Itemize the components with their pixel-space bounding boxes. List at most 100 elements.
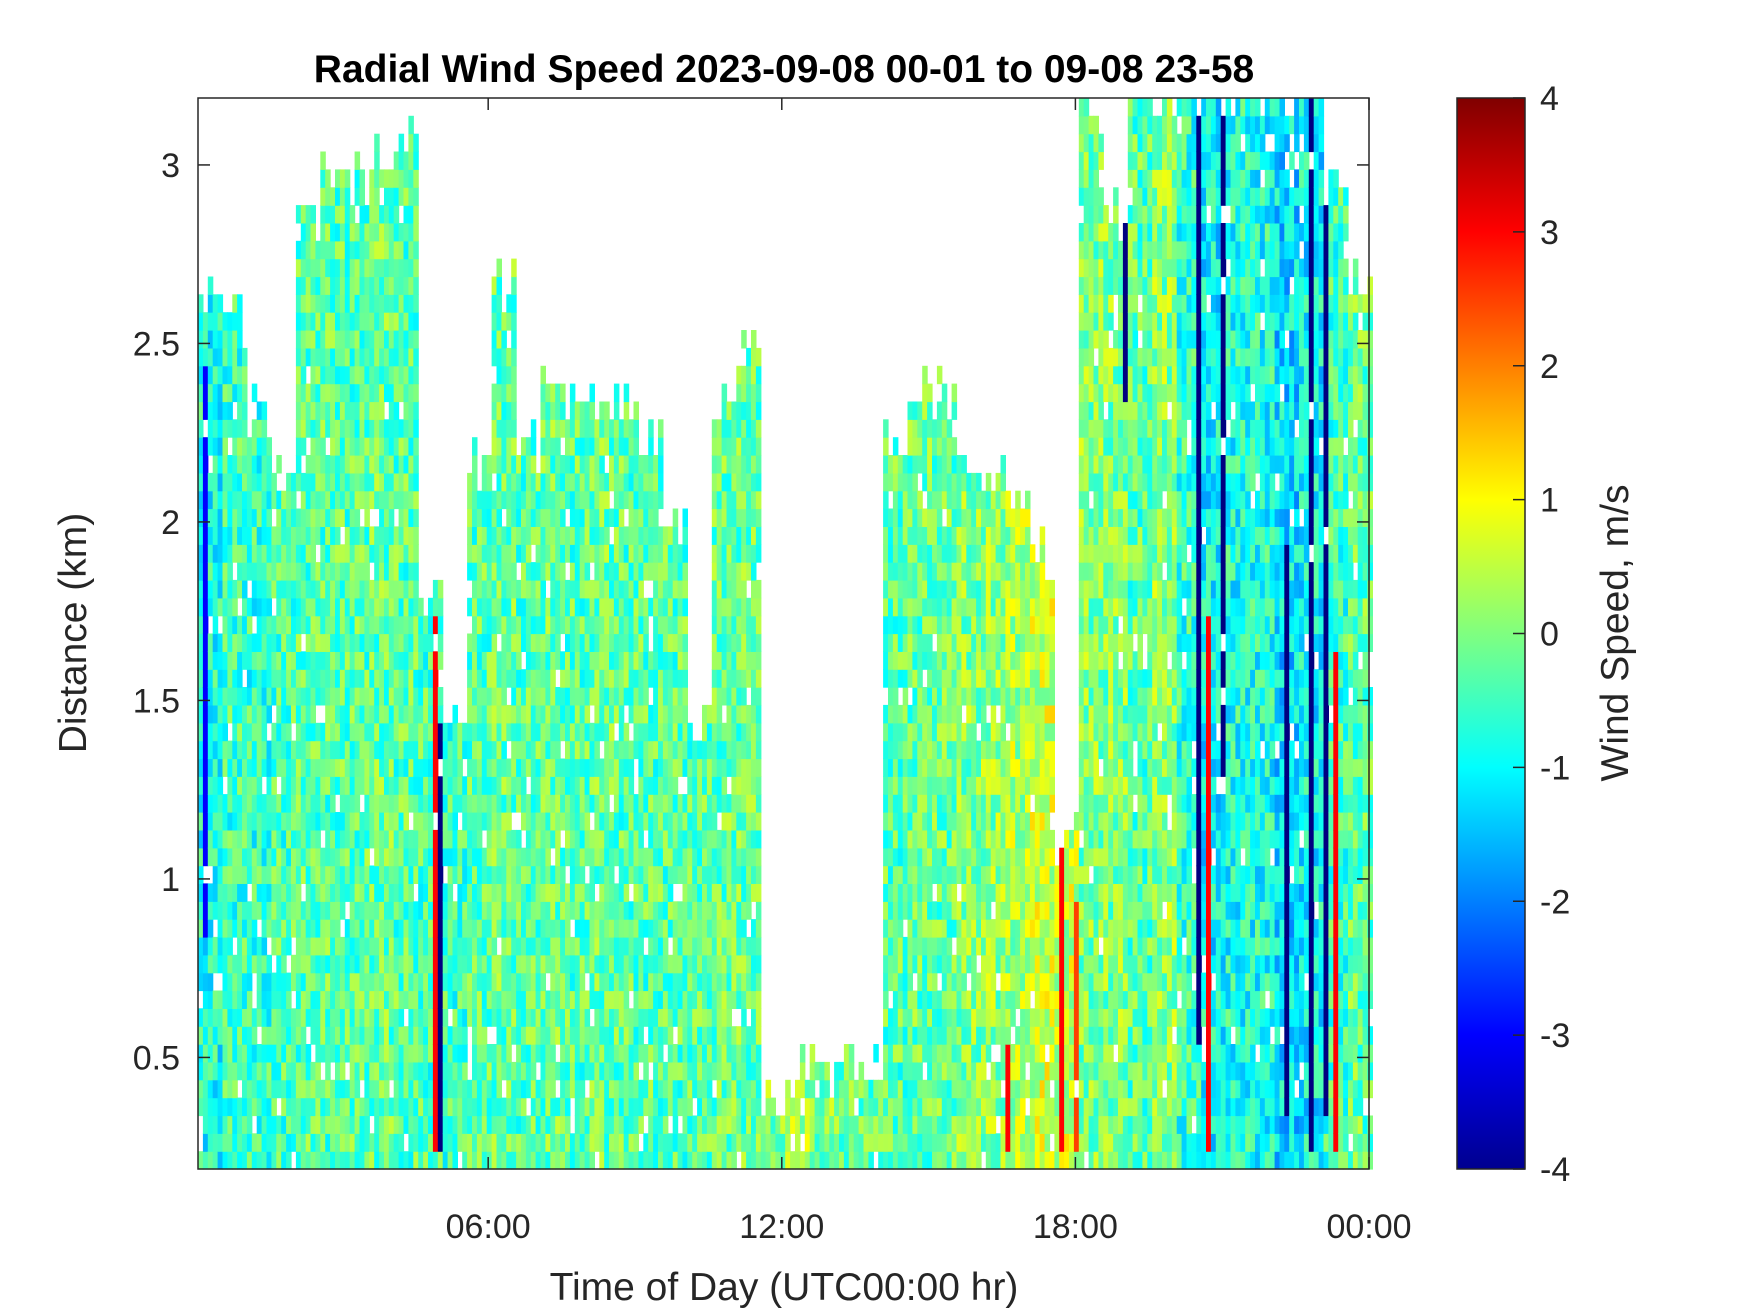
heatmap-cell — [843, 1133, 850, 1152]
heatmap-cell — [398, 990, 405, 1009]
heatmap-cell — [354, 865, 361, 884]
heatmap-cell — [672, 794, 679, 813]
heatmap-cell — [628, 651, 635, 670]
heatmap-cell — [281, 1079, 287, 1099]
heatmap-cell — [408, 437, 414, 456]
heatmap-cell — [550, 1079, 556, 1099]
heatmap-cell — [325, 472, 331, 492]
heatmap-cell — [486, 508, 493, 527]
heatmap-cell — [697, 812, 703, 831]
heatmap-cell — [883, 812, 889, 831]
heatmap-cell — [207, 1133, 214, 1152]
heatmap-cell — [589, 758, 595, 777]
heatmap-cell — [467, 1008, 473, 1027]
heatmap-cell — [741, 455, 747, 474]
heatmap-cell — [746, 1079, 752, 1099]
heatmap-cell — [286, 704, 292, 724]
heatmap-cell — [344, 187, 351, 206]
heatmap-cell — [286, 919, 292, 938]
heatmap-cell — [584, 472, 591, 492]
heatmap-cell — [731, 544, 737, 563]
heatmap-cell — [305, 294, 312, 313]
heatmap-cell — [716, 615, 723, 635]
heatmap-cell — [388, 169, 395, 188]
heatmap-cell — [472, 562, 478, 581]
heatmap-cell — [521, 722, 527, 742]
heatmap-cell — [702, 1097, 708, 1117]
heatmap-cell — [452, 704, 458, 724]
heatmap-cell — [883, 847, 889, 867]
heatmap-cell — [521, 794, 527, 813]
heatmap-cell — [672, 740, 679, 760]
heatmap-cell — [535, 1026, 542, 1045]
heatmap-cell — [672, 919, 679, 938]
heatmap-cell — [746, 490, 752, 510]
heatmap-cell — [403, 205, 409, 224]
heatmap-cell — [555, 847, 561, 867]
heatmap-cell — [569, 812, 576, 831]
heatmap-cell — [403, 865, 409, 884]
heatmap-cell — [428, 597, 434, 617]
heatmap-cell — [227, 383, 233, 403]
heatmap-cell — [349, 633, 356, 652]
heatmap-cell — [295, 312, 302, 331]
heatmap-cell — [511, 330, 517, 349]
heatmap-cell — [207, 847, 214, 867]
heatmap-cell — [408, 669, 414, 688]
heatmap-cell — [613, 758, 620, 777]
heatmap-cell — [726, 1061, 732, 1081]
heatmap-cell — [418, 687, 424, 706]
heatmap-cell — [305, 597, 312, 617]
heatmap-cell — [344, 847, 351, 867]
heatmap-cell — [349, 740, 356, 760]
heatmap-cell — [755, 919, 762, 938]
heatmap-cell — [330, 776, 336, 795]
heatmap-cell — [261, 633, 268, 652]
heatmap-cell — [413, 383, 419, 403]
heatmap-cell — [369, 687, 375, 706]
heatmap-cell — [403, 1061, 409, 1081]
heatmap-cell — [330, 1008, 336, 1027]
heatmap-cell — [246, 1151, 253, 1170]
heatmap-cell — [501, 883, 507, 902]
heatmap-cell — [310, 1061, 316, 1081]
heatmap-cell — [418, 651, 424, 670]
heatmap-cell — [310, 526, 316, 545]
heatmap-cell — [232, 1061, 238, 1081]
heatmap-cell — [613, 633, 620, 652]
heatmap-cell — [658, 812, 664, 831]
heatmap-cell — [227, 455, 233, 474]
heatmap-cell — [687, 1079, 693, 1099]
heatmap-cell — [525, 472, 532, 492]
heatmap-cell — [432, 687, 439, 706]
heatmap-cell — [677, 669, 684, 688]
heatmap-cell — [599, 794, 605, 813]
heatmap-cell — [398, 847, 405, 867]
heatmap-cell — [589, 1061, 595, 1081]
heatmap-cell — [467, 490, 473, 510]
heatmap-cell — [408, 205, 414, 224]
heatmap-cell — [330, 258, 336, 278]
heatmap-cell — [291, 1061, 297, 1081]
heatmap-cell — [726, 740, 732, 760]
heatmap-cell — [457, 722, 463, 742]
heatmap-cell — [868, 1151, 874, 1170]
heatmap-cell — [545, 633, 551, 652]
heatmap-cell — [682, 812, 688, 831]
heatmap-cell — [428, 812, 434, 831]
heatmap-cell — [403, 669, 409, 688]
heatmap-cell — [555, 615, 561, 635]
heatmap-cell — [237, 544, 243, 563]
heatmap-cell — [883, 954, 889, 974]
heatmap-cell — [452, 901, 458, 920]
heatmap-cell — [545, 419, 551, 438]
heatmap-cell — [731, 794, 737, 813]
heatmap-cell — [540, 455, 546, 474]
heatmap-cell — [716, 847, 723, 867]
heatmap-cell — [560, 562, 566, 581]
heatmap-cell — [535, 597, 542, 617]
heatmap-cell — [516, 1115, 522, 1134]
heatmap-cell — [609, 1008, 615, 1027]
heatmap-cell — [222, 490, 228, 510]
heatmap-cell — [286, 1151, 292, 1170]
